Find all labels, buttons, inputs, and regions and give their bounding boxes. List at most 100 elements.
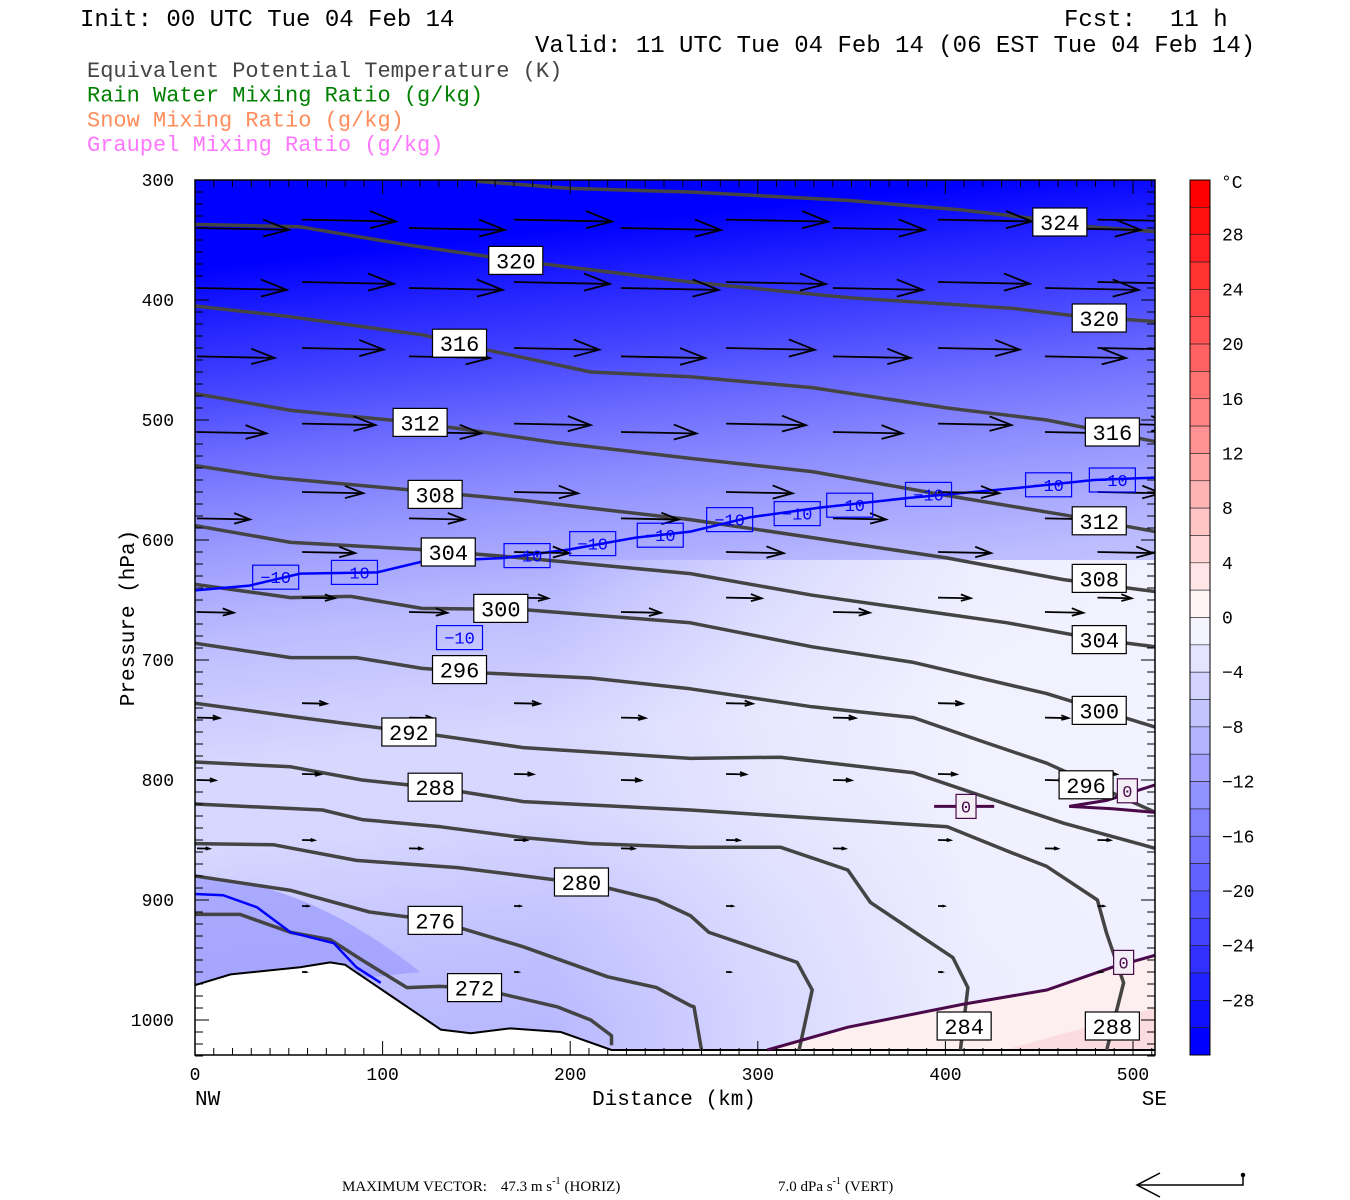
x-tick-label: 300	[742, 1066, 774, 1086]
isotherm-label-box	[252, 564, 300, 590]
x-axis-label: Distance (km)	[592, 1089, 756, 1112]
wind-arrow-icon	[514, 904, 524, 908]
wind-arrow-icon	[832, 512, 889, 525]
vert-tag: (VERT)	[845, 1179, 893, 1195]
wind-arrow-icon	[1097, 545, 1155, 559]
legend-item: Rain Water Mixing Ratio (g/kg)	[87, 84, 483, 109]
wind-arrow-icon	[408, 607, 451, 617]
wind-arrow-icon	[726, 593, 765, 602]
colorbar-tick-label: −28	[1222, 992, 1254, 1012]
wind-vector	[408, 512, 468, 525]
isotherm-label: −10	[512, 549, 543, 568]
wind-arrow-icon	[620, 423, 700, 441]
colorbar-tick-label: −12	[1222, 774, 1254, 794]
wind-vector	[620, 511, 682, 525]
wind-arrow-icon	[832, 777, 855, 783]
wind-arrow-icon	[726, 904, 736, 908]
wind-vector	[302, 904, 312, 908]
warm-shading-region	[759, 955, 1155, 1055]
colorbar-bin	[1189, 207, 1211, 235]
colorbar-bin	[1189, 589, 1211, 618]
wind-arrow-icon	[302, 970, 310, 974]
isotherm-label: −10	[260, 570, 291, 589]
wind-vector	[726, 338, 818, 358]
wind-arrow-icon	[832, 714, 859, 721]
wind-vector	[408, 846, 425, 851]
colorbar-bin	[1189, 808, 1211, 837]
wind-arrow-icon	[726, 699, 756, 707]
y-axis-label: Pressure (hPa)	[118, 530, 141, 706]
wind-arrow-icon	[1097, 218, 1155, 222]
wind-vector	[408, 607, 451, 617]
colorbar-bin	[1189, 863, 1211, 892]
isotherm-label-box	[569, 530, 617, 557]
wind-arrow-icon	[938, 415, 1015, 432]
colorbar-bin	[1189, 945, 1211, 974]
colorbar-bin	[1189, 644, 1211, 673]
wind-arrow-icon	[726, 272, 829, 292]
wind-arrow-icon	[726, 484, 796, 500]
wind-arrow-icon	[938, 771, 960, 777]
wind-vector	[726, 970, 734, 974]
wind-arrow-icon	[832, 846, 849, 851]
isotherm-label-box	[904, 481, 953, 507]
colorbar-bin	[1189, 1000, 1211, 1028]
wind-vector	[514, 699, 543, 707]
wind-arrow-icon	[620, 714, 649, 721]
wind-arrow-icon	[832, 424, 906, 440]
theta-e-contours	[195, 180, 1155, 1051]
x-tick-label: 0	[190, 1066, 201, 1086]
wind-arrow-icon	[302, 210, 399, 230]
wind-vector	[938, 210, 1035, 230]
wind-vector	[938, 272, 1033, 292]
wind-vector	[1097, 281, 1155, 285]
colorbar-tick-label: 8	[1222, 500, 1233, 520]
wind-arrow-icon	[1044, 607, 1087, 617]
contour-label-box	[407, 479, 463, 509]
contour-label: 296	[440, 660, 480, 685]
wind-vector	[938, 415, 1015, 432]
wind-arrow-icon	[1097, 281, 1155, 285]
colorbar-bin	[1189, 917, 1211, 946]
wind-vector	[196, 607, 237, 617]
contour-label: 296	[1066, 775, 1106, 800]
isotherm-label-box	[1088, 467, 1136, 493]
terrain-fill	[195, 962, 1155, 1055]
wind-vector	[832, 424, 906, 440]
contour-label: 320	[496, 250, 536, 275]
isotherm-label-box	[636, 522, 684, 548]
wind-arrow-icon	[302, 837, 318, 843]
wind-vector	[514, 210, 615, 230]
colorbar-bin	[1189, 316, 1211, 345]
isotherm-minus10	[195, 476, 1155, 592]
colorbar-tick-label: 16	[1222, 391, 1244, 411]
theta-e-contour-300	[195, 582, 1155, 729]
theta-e-contour-296	[195, 641, 1155, 814]
y-tick-label: 400	[142, 292, 174, 312]
wind-arrow-icon	[196, 347, 278, 365]
axes: 300 400 500 600 700 800 900 1000 0 100 200 300 400 50…	[131, 172, 1155, 1086]
wind-arrow-icon	[938, 904, 948, 908]
isotherm-label: −10	[834, 498, 865, 517]
wind-arrow-icon	[726, 545, 787, 559]
contour-label-box	[407, 772, 463, 802]
wind-vector	[302, 699, 330, 707]
wind-vector	[302, 771, 324, 777]
wind-arrow-icon	[620, 777, 644, 783]
contour-label-box	[381, 717, 437, 747]
isotherm-label-box	[330, 559, 379, 586]
wind-arrow-icon	[620, 607, 664, 617]
wind-arrow-icon	[1044, 714, 1072, 721]
colorbar-bin	[1189, 835, 1211, 864]
colorbar-bin	[1189, 507, 1211, 536]
isotherm-label-box	[1113, 949, 1135, 976]
wind-arrow-icon	[726, 970, 734, 974]
wind-arrow-icon	[832, 607, 873, 617]
colorbar-bin	[1189, 425, 1211, 454]
colorbar-tick-label: 12	[1222, 445, 1244, 465]
wind-vector	[1097, 218, 1155, 222]
isotherm-label: 0	[961, 799, 971, 818]
isotherm-label: −10	[1097, 473, 1128, 492]
forecast-label: Fcst:	[1064, 7, 1136, 34]
contour-label: 312	[1079, 511, 1119, 536]
